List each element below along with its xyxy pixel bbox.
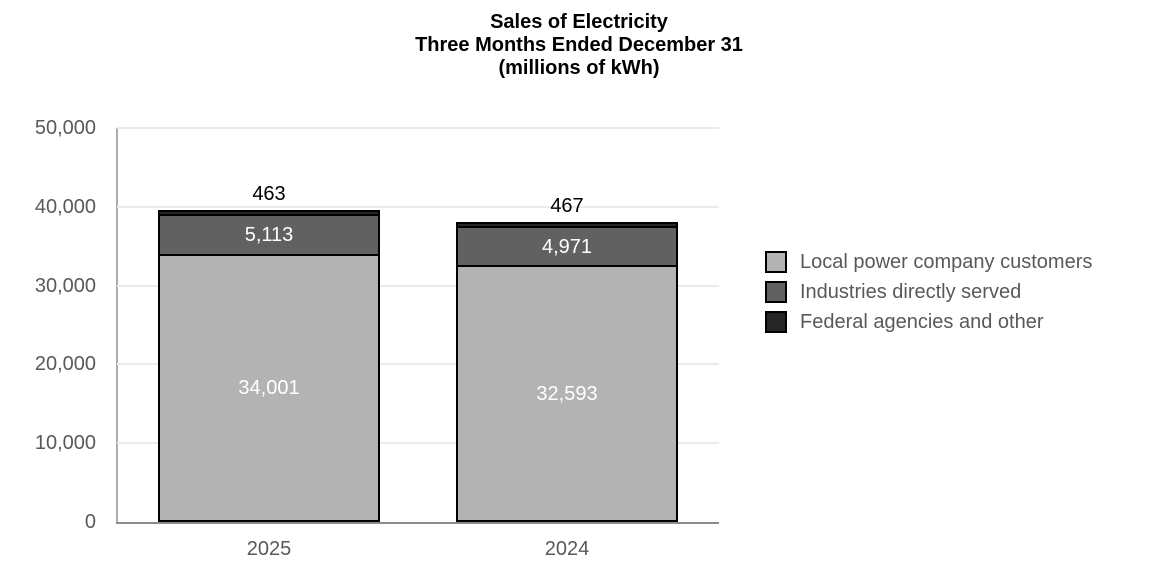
legend-swatch [765,281,787,303]
bar-segment: 32,593 [456,265,678,522]
legend-swatch [765,311,787,333]
chart-title: Sales of Electricity Three Months Ended … [0,11,1158,80]
y-axis-tick-label: 30,000 [34,274,96,297]
gridline [117,127,719,129]
legend-item-label: Federal agencies and other [800,310,1044,333]
bar-top-value-label: 463 [252,183,286,206]
x-axis-baseline [116,522,719,524]
chart-title-line-3: (millions of kWh) [498,57,660,79]
y-axis-tick-label: 0 [84,511,96,533]
bar-segment [158,210,380,216]
gridline [117,363,719,366]
chart-title-line-2: Three Months Ended December 31 [415,34,743,56]
legend-swatch [765,251,787,273]
x-axis-category-label: 2025 [246,538,292,560]
gridline [117,442,719,445]
y-axis-line [116,128,118,523]
segment-value-label: 4,971 [541,235,593,258]
bar-segment [456,222,678,228]
legend: Local power company customers Industries… [765,251,1092,341]
legend-item-label: Industries directly served [800,280,1022,303]
segment-value-label: 5,113 [244,223,294,246]
y-axis-tick-label: 40,000 [34,195,96,218]
x-axis-category-label: 2024 [544,538,590,560]
gridline [117,205,719,208]
legend-item: Federal agencies and other [765,311,1092,333]
y-axis-tick-label: 10,000 [34,432,96,455]
bar-segment: 4,971 [456,226,678,268]
legend-item: Industries directly served [765,281,1092,303]
y-axis-tick-label: 20,000 [34,353,96,376]
bar-segment: 5,113 [158,213,380,257]
legend-item: Local power company customers [765,251,1092,273]
bar-segment: 34,001 [158,254,380,522]
chart-title-line-1: Sales of Electricity [490,11,668,33]
plot-area: 34,001 5,113 463 32,593 4,971 467 [117,127,719,522]
gridline [117,284,719,287]
segment-value-label: 34,001 [238,377,300,400]
y-axis-tick-label: 50,000 [34,117,96,139]
legend-item-label: Local power company customers [800,250,1093,273]
bar-top-value-label: 467 [550,195,584,218]
segment-value-label: 32,593 [536,382,598,405]
